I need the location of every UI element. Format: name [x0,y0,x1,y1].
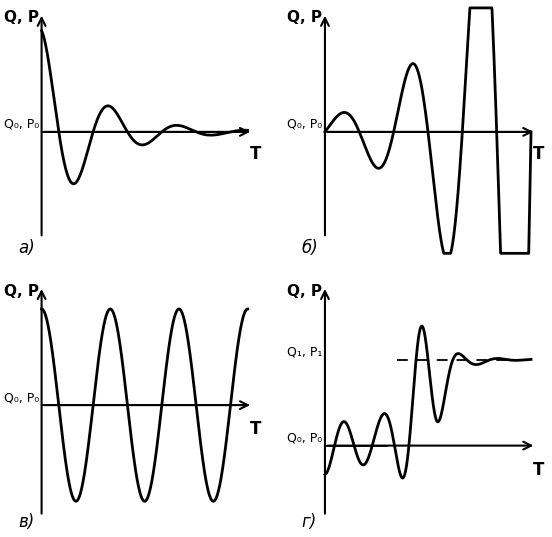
Text: T: T [250,144,261,163]
Text: Q₀, P₀: Q₀, P₀ [4,118,39,131]
Text: Q₀, P₀: Q₀, P₀ [4,391,39,404]
Text: T: T [250,420,261,438]
Text: Q, P: Q, P [288,10,322,25]
Text: Q, P: Q, P [288,284,322,299]
Text: T: T [533,461,544,479]
Text: T: T [533,144,544,163]
Text: Q, P: Q, P [4,284,39,299]
Text: г): г) [302,513,317,531]
Text: Q₀, P₀: Q₀, P₀ [287,432,322,445]
Text: Q₀, P₀: Q₀, P₀ [287,118,322,131]
Text: Q, P: Q, P [4,10,39,25]
Text: а): а) [18,240,35,257]
Text: б): б) [302,240,319,257]
Text: в): в) [18,513,35,531]
Text: Q₁, P₁: Q₁, P₁ [287,345,322,359]
